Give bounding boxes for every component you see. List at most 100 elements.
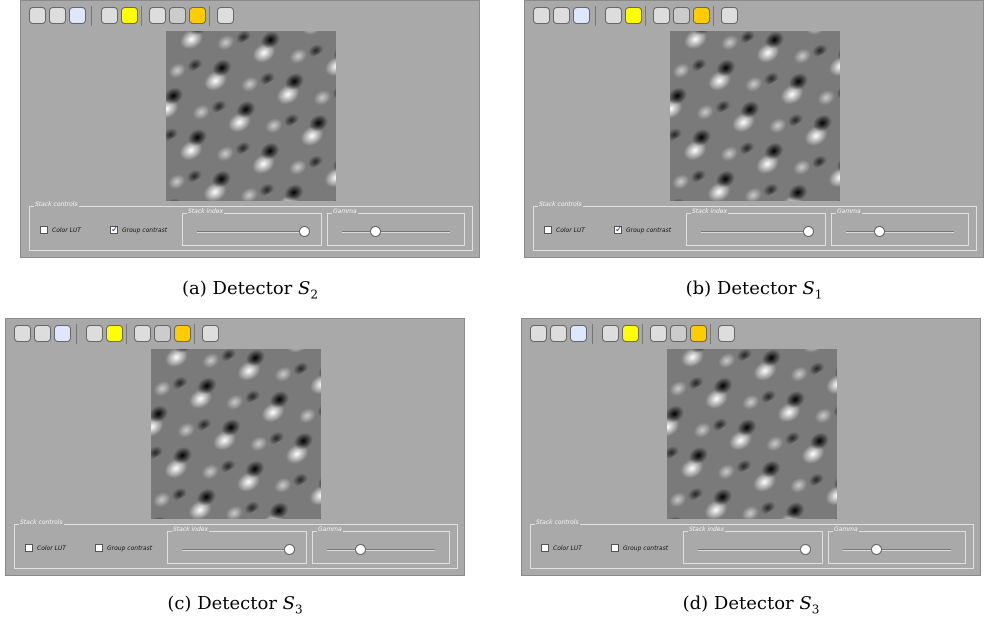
stack-controls-legend: Stack controls xyxy=(19,519,64,526)
stack-index-track xyxy=(197,231,309,233)
stack-index-legend: Stack index xyxy=(688,526,725,533)
stack-index-slider[interactable] xyxy=(800,544,811,555)
stack-index-track xyxy=(182,549,294,551)
stack-controls-legend: Stack controls xyxy=(535,519,580,526)
toolbar-button[interactable] xyxy=(573,7,590,24)
caption: (a) Detector S2 xyxy=(20,278,480,302)
stack-index-slider[interactable] xyxy=(299,226,310,237)
toolbar-button[interactable] xyxy=(34,325,51,342)
toolbar-button[interactable] xyxy=(49,7,66,24)
toolbar-button[interactable] xyxy=(550,325,567,342)
image xyxy=(151,349,321,519)
group-contrast-checkbox[interactable]: ✓ xyxy=(110,226,118,234)
gamma-slider[interactable] xyxy=(874,226,885,237)
toolbar-separator xyxy=(713,6,714,26)
caption-index: 3 xyxy=(812,603,820,617)
toolbar-button[interactable] xyxy=(154,325,171,342)
toolbar-separator xyxy=(710,324,711,344)
toolbar-button[interactable] xyxy=(622,325,639,342)
toolbar-separator xyxy=(194,324,195,344)
image xyxy=(670,31,840,201)
color-lut-checkbox[interactable] xyxy=(544,226,552,234)
image-view xyxy=(670,31,840,201)
caption: (c) Detector S3 xyxy=(5,593,465,617)
gamma-slider[interactable] xyxy=(871,544,882,555)
toolbar-button[interactable] xyxy=(605,7,622,24)
toolbar-separator xyxy=(595,6,596,26)
toolbar-button[interactable] xyxy=(690,325,707,342)
toolbar-button[interactable] xyxy=(650,325,667,342)
group-contrast-label: Group contrast xyxy=(623,545,668,552)
caption-label: (c) xyxy=(167,593,191,614)
toolbar-separator xyxy=(126,324,127,344)
gamma-box: Gamma xyxy=(312,531,450,564)
toolbar-button[interactable] xyxy=(149,7,166,24)
toolbar-button[interactable] xyxy=(121,7,138,24)
caption-word: Detector xyxy=(197,593,277,614)
gamma-box: Gamma xyxy=(828,531,966,564)
gamma-slider[interactable] xyxy=(355,544,366,555)
gamma-track xyxy=(843,549,951,551)
stack-index-box: Stack index xyxy=(683,531,823,564)
toolbar-button[interactable] xyxy=(29,7,46,24)
stack-controls-legend: Stack controls xyxy=(538,201,583,208)
toolbar-button[interactable] xyxy=(602,325,619,342)
toolbar-button[interactable] xyxy=(106,325,123,342)
toolbar-button[interactable] xyxy=(673,7,690,24)
toolbar-separator xyxy=(76,324,77,344)
caption-word: Detector xyxy=(714,593,794,614)
image-pattern xyxy=(670,31,840,201)
toolbar-button[interactable] xyxy=(14,325,31,342)
toolbar-button[interactable] xyxy=(202,325,219,342)
toolbar-button[interactable] xyxy=(653,7,670,24)
image-pattern xyxy=(667,349,837,519)
group-contrast-label: Group contrast xyxy=(122,227,167,234)
toolbar-button[interactable] xyxy=(570,325,587,342)
toolbar-button[interactable] xyxy=(169,7,186,24)
color-lut-checkbox[interactable] xyxy=(25,544,33,552)
toolbar-button[interactable] xyxy=(189,7,206,24)
toolbar-button[interactable] xyxy=(721,7,738,24)
group-contrast-checkbox[interactable] xyxy=(611,544,619,552)
color-lut-checkbox[interactable] xyxy=(541,544,549,552)
stack-index-legend: Stack index xyxy=(187,208,224,215)
caption-word: Detector xyxy=(213,278,293,299)
gamma-legend: Gamma xyxy=(833,526,859,533)
toolbar-button[interactable] xyxy=(553,7,570,24)
toolbar-button[interactable] xyxy=(533,7,550,24)
toolbar-button[interactable] xyxy=(693,7,710,24)
toolbar-button[interactable] xyxy=(86,325,103,342)
group-contrast-label: Group contrast xyxy=(626,227,671,234)
image-pattern xyxy=(151,349,321,519)
group-contrast-checkbox[interactable] xyxy=(95,544,103,552)
stack-index-slider[interactable] xyxy=(803,226,814,237)
toolbar-button[interactable] xyxy=(670,325,687,342)
stack-index-slider[interactable] xyxy=(284,544,295,555)
toolbar-button[interactable] xyxy=(217,7,234,24)
caption-index: 2 xyxy=(310,288,318,302)
gamma-slider[interactable] xyxy=(370,226,381,237)
gamma-track xyxy=(342,231,450,233)
toolbar-button[interactable] xyxy=(718,325,735,342)
toolbar-button[interactable] xyxy=(134,325,151,342)
image-view xyxy=(667,349,837,519)
caption-word: Detector xyxy=(717,278,797,299)
image-pattern xyxy=(166,31,336,201)
toolbar-button[interactable] xyxy=(54,325,71,342)
image xyxy=(166,31,336,201)
group-contrast-checkbox[interactable]: ✓ xyxy=(614,226,622,234)
toolbar-separator xyxy=(209,6,210,26)
page: Stack controlsColor LUT✓Group contrastSt… xyxy=(0,0,984,625)
gamma-legend: Gamma xyxy=(332,208,358,215)
color-lut-checkbox[interactable] xyxy=(40,226,48,234)
toolbar-button[interactable] xyxy=(101,7,118,24)
toolbar-button[interactable] xyxy=(625,7,642,24)
stack-index-track xyxy=(701,231,813,233)
toolbar-button[interactable] xyxy=(174,325,191,342)
toolbar-separator xyxy=(141,6,142,26)
toolbar-button[interactable] xyxy=(69,7,86,24)
toolbar-button[interactable] xyxy=(530,325,547,342)
